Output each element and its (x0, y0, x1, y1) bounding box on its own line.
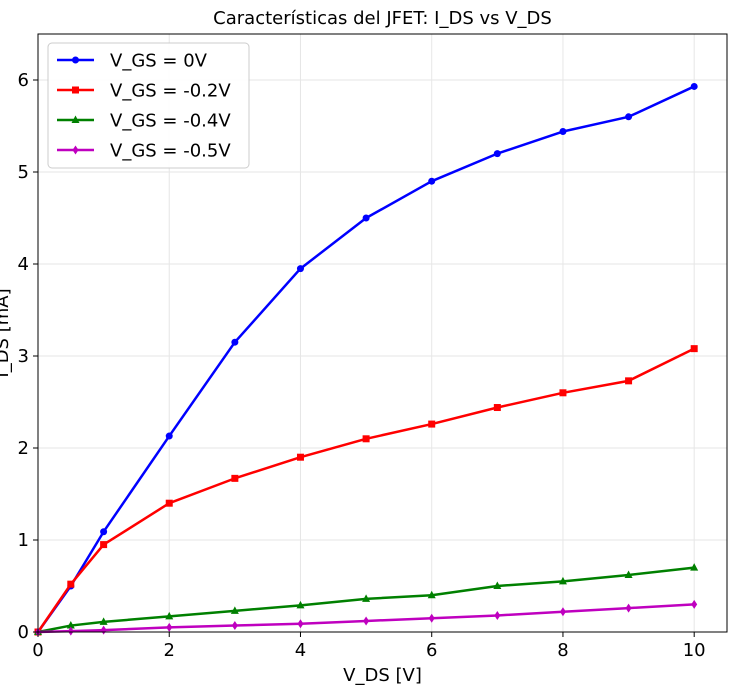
x-tick-label: 6 (426, 640, 437, 661)
y-tick-label: 5 (18, 162, 29, 183)
series-line (36, 85, 695, 633)
x-tick-label: 8 (557, 640, 568, 661)
data-point (362, 214, 370, 222)
plot-frame (37, 33, 728, 633)
data-point (67, 626, 74, 636)
data-point (493, 150, 501, 158)
legend-marker (72, 86, 79, 94)
data-point (428, 420, 436, 428)
data-point (362, 435, 370, 443)
data-point (624, 570, 633, 578)
data-point (99, 617, 108, 625)
ticks: 0 2 4 6 8 10 0 1 2 3 4 5 6 (18, 70, 706, 661)
y-tick-label: 1 (18, 530, 29, 551)
data-point (691, 599, 698, 609)
y-tick-label: 6 (18, 70, 29, 91)
data-point (66, 621, 75, 629)
x-tick-label: 10 (683, 640, 706, 661)
data-point (559, 389, 567, 397)
legend-item: V_GS = 0V (57, 51, 208, 72)
y-tick-label: 2 (18, 438, 29, 459)
grid (37, 34, 727, 633)
data-point (166, 622, 173, 632)
series-line (36, 347, 695, 633)
data-point (690, 563, 699, 571)
legend-label: V_GS = -0.4V (110, 111, 231, 132)
legend-item: V_GS = -0.4V (57, 111, 231, 132)
data-point (559, 128, 567, 136)
y-tick-label: 4 (18, 254, 29, 275)
data-point (558, 576, 567, 585)
legend-label: V_GS = -0.2V (110, 81, 231, 102)
data-point (493, 581, 502, 589)
data-point (559, 607, 566, 617)
x-tick-label: 0 (32, 640, 43, 661)
y-axis-label: I_DS [mA] (0, 288, 13, 377)
data-point (165, 432, 173, 440)
series-3 (34, 563, 699, 635)
data-point (296, 600, 305, 609)
data-point (230, 606, 239, 614)
legend-item: V_GS = -0.5V (57, 141, 231, 162)
data-point (231, 474, 239, 482)
data-point (427, 590, 436, 599)
data-point (690, 345, 698, 353)
data-point (231, 338, 239, 346)
data-point (625, 603, 632, 613)
data-point (100, 541, 108, 549)
x-tick-label: 4 (295, 640, 306, 661)
data-point (296, 265, 304, 273)
data-point (493, 404, 501, 412)
legend-marker (71, 115, 80, 123)
data-point (690, 82, 698, 90)
data-point (231, 621, 238, 631)
series-line (37, 603, 695, 634)
data-point (428, 613, 435, 623)
data-point (297, 619, 304, 629)
series-line (37, 566, 695, 634)
chart-title: Características del JFET: I_DS vs V_DS (213, 8, 552, 29)
legend-marker (72, 145, 79, 155)
data-point (494, 610, 501, 620)
y-tick-label: 0 (18, 622, 29, 643)
data-point (100, 528, 108, 536)
legend: V_GS = 0V V_GS = -0.2V V_GS = -0.4V V_GS = … (47, 42, 250, 169)
data-point (165, 499, 173, 507)
legend-label: V_GS = 0V (110, 51, 208, 72)
data-point (428, 177, 436, 185)
legend-marker (72, 56, 79, 64)
legend-item: V_GS = -0.2V (57, 81, 231, 102)
data-point (165, 611, 174, 620)
data-point (362, 594, 371, 602)
series-layer (34, 82, 699, 637)
data-point (625, 377, 633, 385)
y-tick-label: 3 (18, 346, 29, 367)
data-point (67, 580, 75, 588)
x-tick-label: 2 (164, 640, 175, 661)
data-point (296, 453, 304, 461)
series-2 (34, 345, 698, 636)
x-axis-label: V_DS [V] (343, 665, 422, 686)
legend-box (47, 42, 250, 169)
data-point (363, 616, 370, 626)
legend-label: V_GS = -0.5V (110, 141, 231, 162)
data-point (625, 113, 633, 121)
